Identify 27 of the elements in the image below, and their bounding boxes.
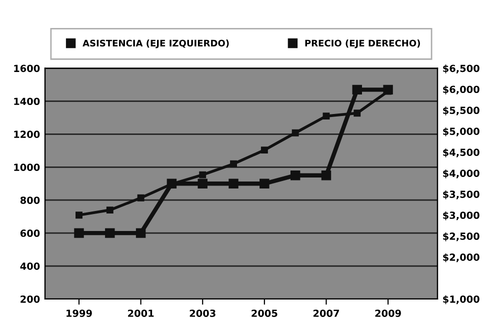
y2-tick-label: $3,000 <box>443 211 480 220</box>
y-tick-label: 400 <box>20 262 40 270</box>
y2-tick-label: $4,500 <box>443 148 480 158</box>
x-tick-label: 2009 <box>375 310 401 317</box>
y2-tick-label: $5,500 <box>443 106 480 116</box>
x-tick-label: 2005 <box>252 310 278 317</box>
y-tick-label: 800 <box>20 196 40 204</box>
legend-label: PRECIO (EJE DERECHO) <box>305 40 420 48</box>
y2-tick-label: $2,000 <box>443 253 480 262</box>
x-tick-label: 2007 <box>313 310 339 317</box>
y-tick-label: 1000 <box>14 164 40 171</box>
y2-tick-label: $3,500 <box>443 190 480 200</box>
y-tick-label: 1600 <box>14 64 40 72</box>
x-tick-label: 2001 <box>128 310 154 317</box>
y-tick-label: 600 <box>20 230 40 237</box>
y-tick-label: 1400 <box>14 98 40 106</box>
y2-tick-label: $2,500 <box>443 232 480 242</box>
y2-tick-label: $4,000 <box>443 169 480 178</box>
y2-tick-label: $6,000 <box>443 86 480 94</box>
y2-tick-label: $6,500 <box>443 64 480 74</box>
y-tick-label: 1200 <box>14 130 40 138</box>
x-tick-label: 2003 <box>190 310 216 317</box>
y-tick-label: 200 <box>20 295 40 303</box>
y2-tick-label: $5,000 <box>443 127 480 136</box>
x-tick-label: 1999 <box>66 310 92 317</box>
legend-label: ASISTENCIA (EJE IZQUIERDO) <box>82 40 229 48</box>
y2-tick-label: $1,000 <box>443 295 480 304</box>
